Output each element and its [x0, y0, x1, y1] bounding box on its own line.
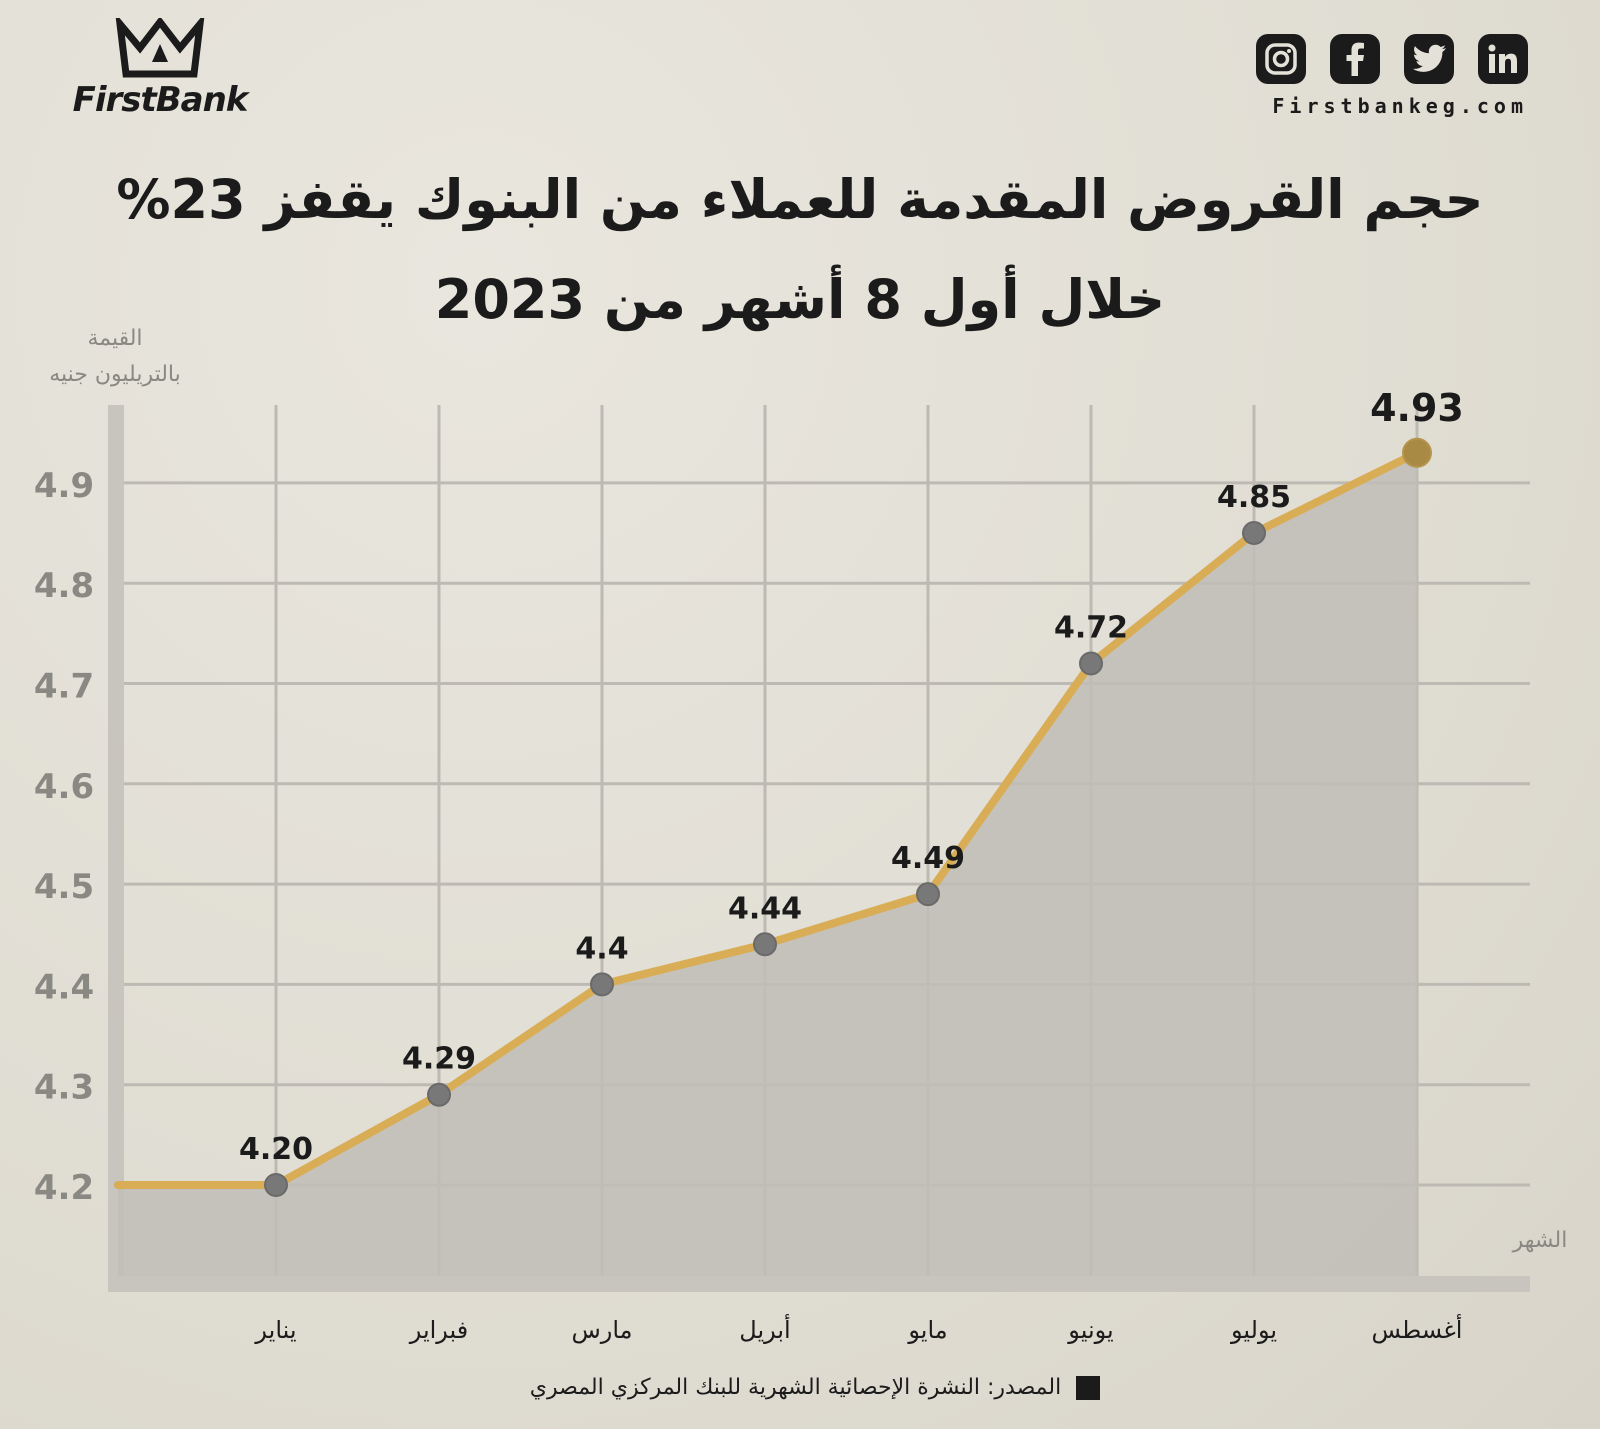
y-tick-label: 4.7: [34, 667, 94, 707]
data-label: 4.4: [575, 931, 628, 966]
data-label: 4.20: [239, 1132, 313, 1167]
social-links: [1256, 34, 1528, 84]
y-tick-label: 4.9: [34, 466, 94, 506]
data-point: [427, 1082, 451, 1107]
data-point: [264, 1173, 288, 1197]
website-url[interactable]: Firstbankeg.com: [1272, 94, 1528, 118]
y-tick-label: 4.5: [34, 867, 94, 907]
y-tick-label: 4.2: [34, 1168, 94, 1208]
y-tick-label: 4.6: [34, 767, 94, 807]
y-axis-title-line1: القيمة: [87, 326, 143, 351]
brand-name: FirstBank: [72, 80, 249, 120]
data-point: [1242, 521, 1266, 546]
x-tick-label: مارس: [571, 1316, 632, 1344]
data-label: 4.49: [891, 841, 965, 876]
source-note: المصدر: النشرة الإحصائية الشهرية للبنك ا…: [430, 1375, 1200, 1400]
data-point: [753, 932, 777, 957]
y-axis-title-line2: بالتريليون جنيه: [49, 362, 181, 387]
data-point: [1079, 651, 1103, 676]
data-label: 4.72: [1054, 610, 1128, 645]
chart-subtitle: خلال أول 8 أشهر من 2023: [434, 268, 1166, 331]
source-bullet-icon: [1076, 1376, 1101, 1400]
chart-title: حجم القروض المقدمة للعملاء من البنوك يقف…: [116, 168, 1484, 231]
x-axis-bar: [108, 1276, 1530, 1292]
x-tick-label: أبريل: [739, 1314, 790, 1344]
data-point: [916, 882, 940, 907]
x-axis-title: الشهر: [1512, 1228, 1568, 1253]
data-label: 4.44: [728, 891, 802, 926]
linkedin-icon[interactable]: [1478, 34, 1528, 84]
data-point: [1402, 437, 1432, 468]
firstbank-logo: FirstBank: [70, 18, 250, 128]
x-tick-label: يناير: [254, 1316, 296, 1344]
x-tick-label: أغسطس: [1372, 1314, 1463, 1344]
y-tick-label: 4.8: [34, 566, 94, 606]
data-label: 4.93: [1370, 386, 1464, 430]
x-tick-label: يونيو: [1067, 1316, 1113, 1344]
instagram-icon[interactable]: [1256, 34, 1306, 84]
y-tick-label: 4.3: [34, 1068, 94, 1108]
data-label: 4.85: [1217, 480, 1291, 515]
facebook-icon[interactable]: [1330, 34, 1380, 84]
twitter-icon[interactable]: [1404, 34, 1454, 84]
x-tick-label: يوليو: [1230, 1316, 1277, 1344]
y-axis-bar: [108, 405, 124, 1290]
source-text: المصدر: النشرة الإحصائية الشهرية للبنك ا…: [529, 1375, 1062, 1400]
y-tick-label: 4.4: [34, 967, 94, 1007]
area-fill: [118, 452, 1417, 1276]
crown-icon: [115, 18, 205, 78]
x-tick-label: مايو: [907, 1316, 947, 1344]
data-label: 4.29: [402, 1042, 476, 1077]
data-point: [590, 972, 614, 997]
x-tick-label: فبراير: [409, 1316, 469, 1344]
